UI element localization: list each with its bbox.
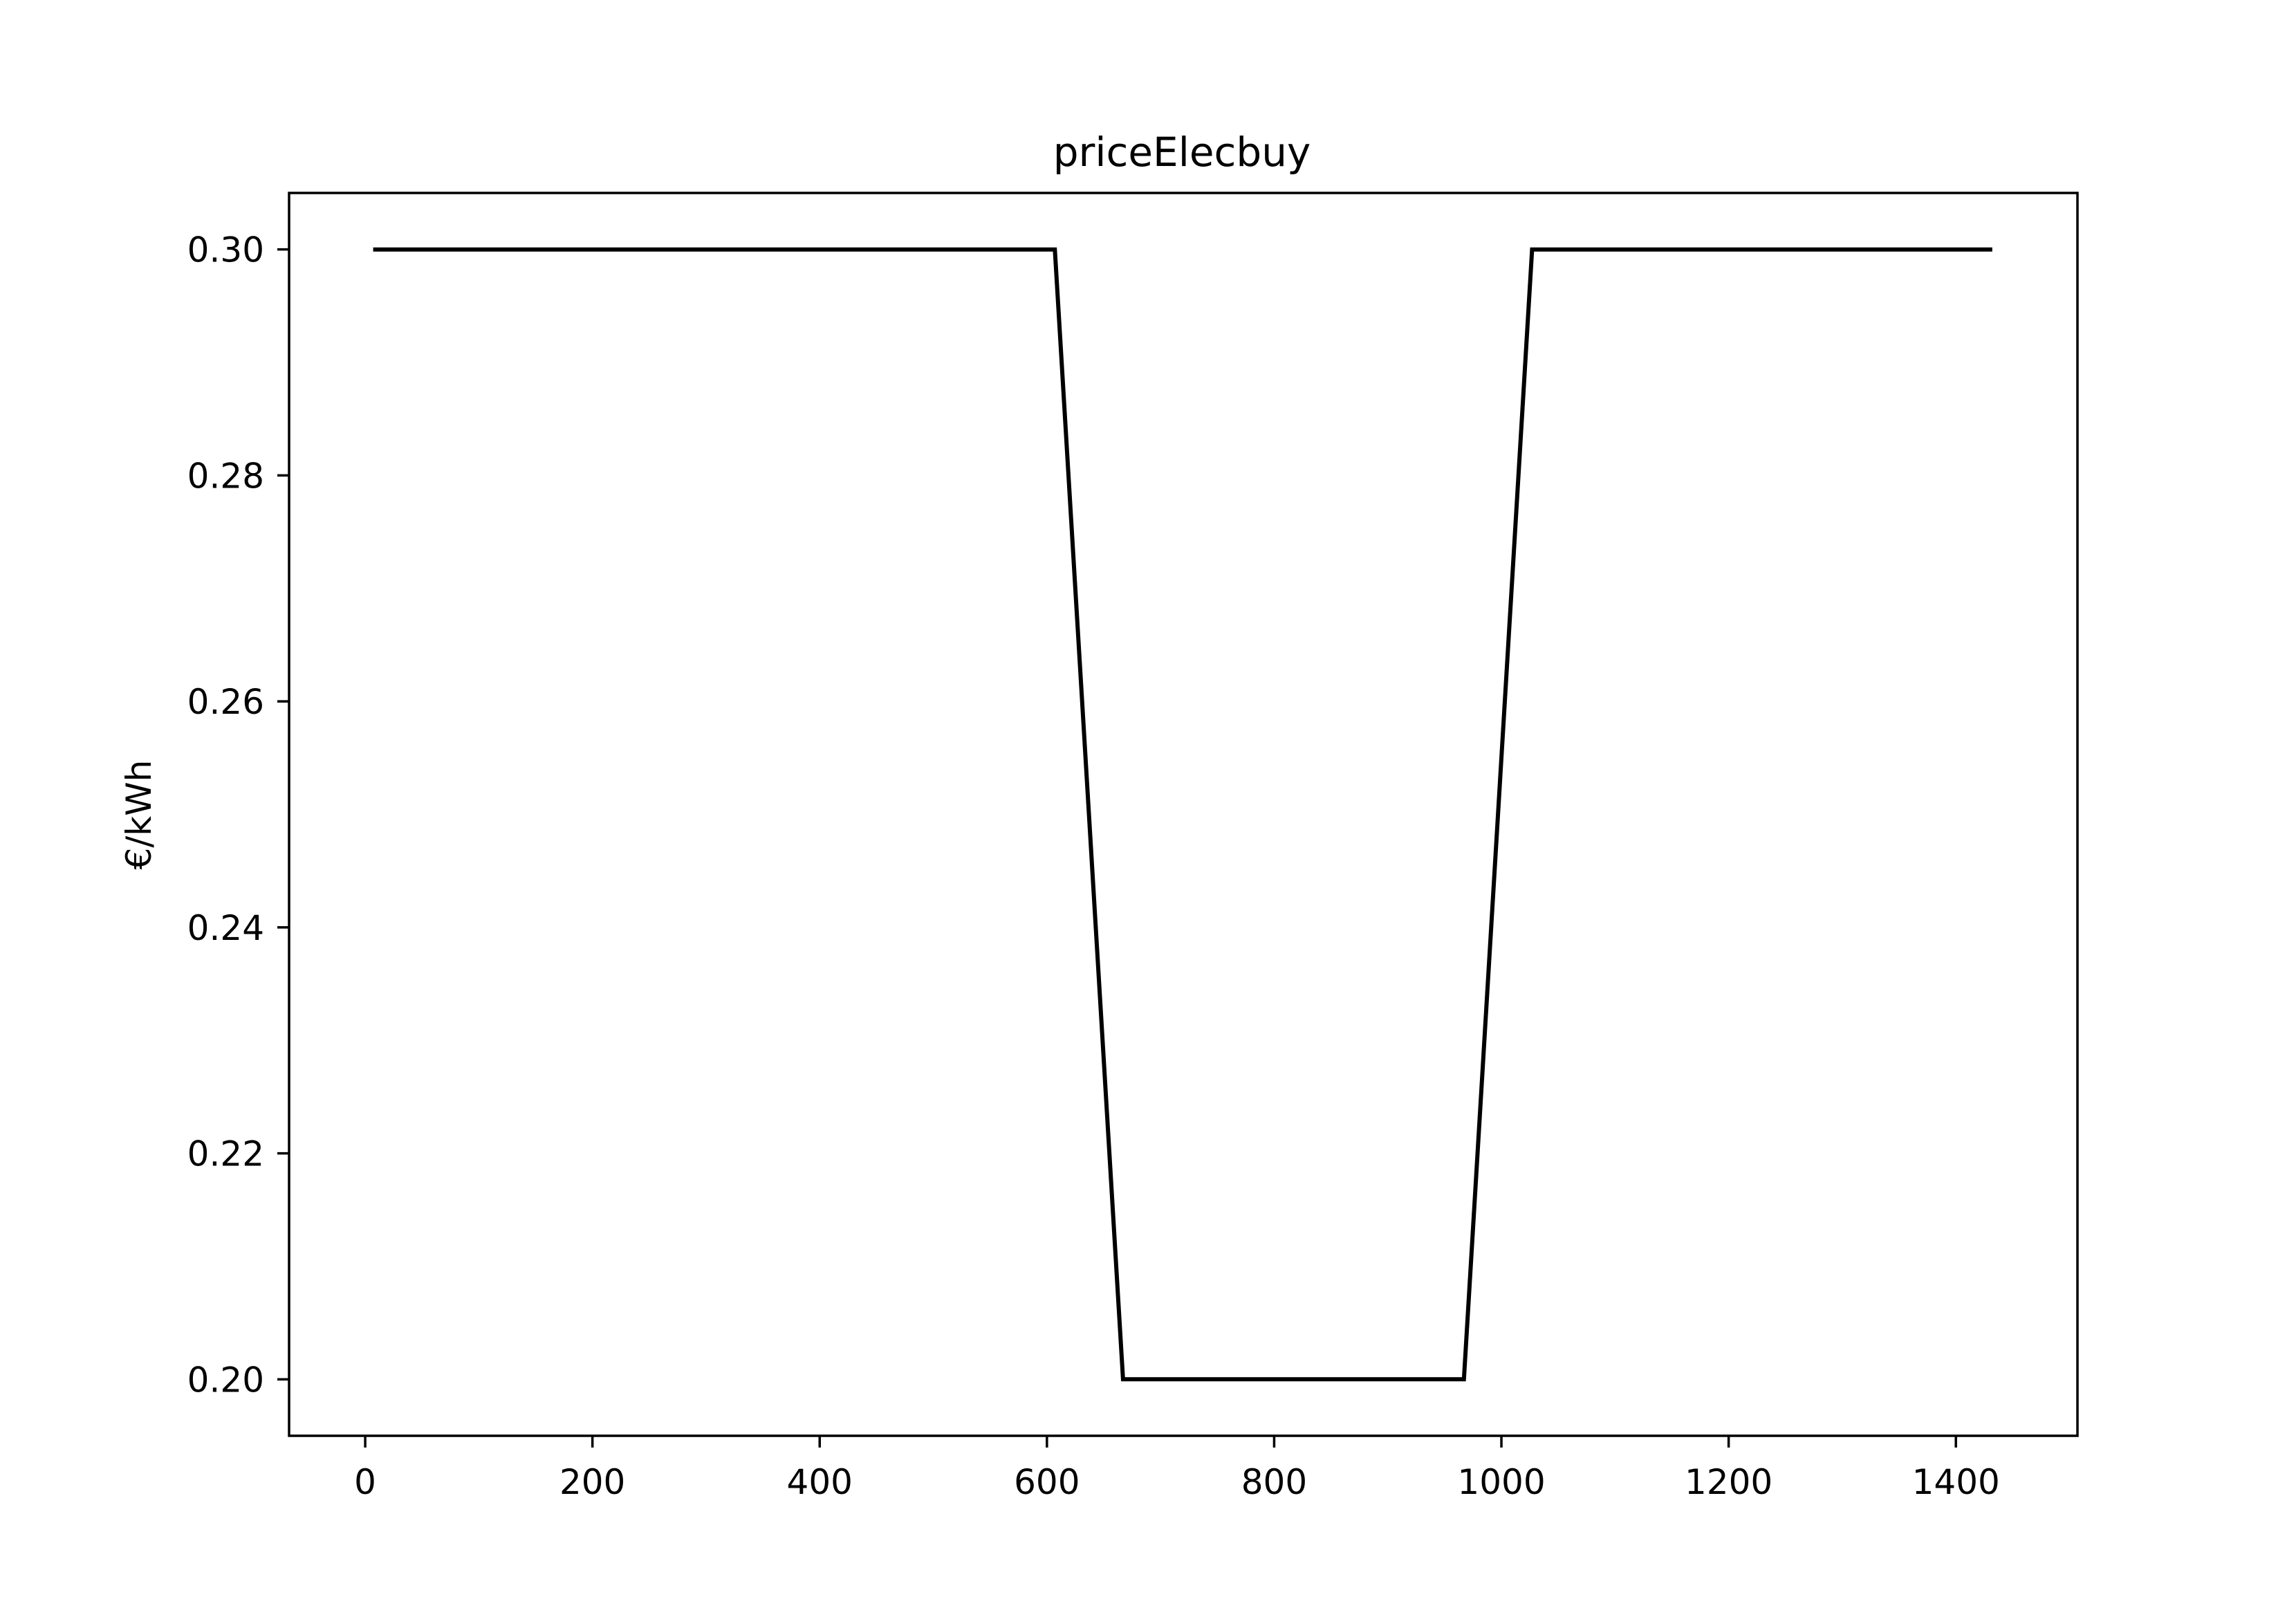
- y-tick-label: 0.30: [187, 230, 264, 270]
- x-tick-label: 200: [559, 1462, 625, 1502]
- x-tick-label: 1000: [1457, 1462, 1545, 1502]
- x-tick-label: 0: [354, 1462, 376, 1502]
- x-tick-label: 600: [1014, 1462, 1080, 1502]
- x-tick-label: 400: [787, 1462, 853, 1502]
- x-tick-label: 800: [1241, 1462, 1307, 1502]
- y-tick-label: 0.26: [187, 682, 264, 722]
- chart-title: priceElecbuy: [1053, 129, 1311, 176]
- x-tick-label: 1400: [1912, 1462, 2000, 1502]
- y-tick-label: 0.28: [187, 456, 264, 496]
- y-tick-label: 0.20: [187, 1360, 264, 1400]
- y-tick-label: 0.22: [187, 1134, 264, 1174]
- y-tick-label: 0.24: [187, 908, 264, 948]
- x-tick-label: 1200: [1685, 1462, 1772, 1502]
- y-axis-label: €/kWh: [119, 760, 159, 870]
